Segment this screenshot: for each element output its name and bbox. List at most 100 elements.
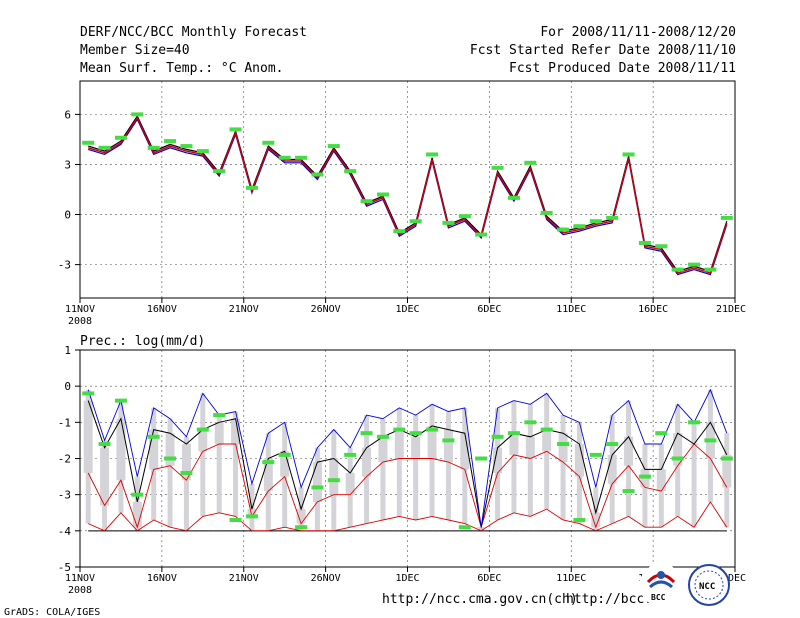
observed-marker: [409, 219, 422, 224]
observed-marker: [344, 169, 357, 174]
member-size: Member Size=40: [80, 43, 190, 58]
member-box: [149, 429, 159, 470]
observed-marker: [376, 434, 389, 439]
observed-marker: [82, 140, 95, 145]
observed-marker: [196, 427, 209, 432]
observed-marker: [491, 165, 504, 170]
x-tick-label: 6DEC: [477, 304, 501, 315]
observed-marker: [458, 214, 471, 219]
member-box: [624, 436, 634, 466]
member-box: [574, 444, 584, 477]
y-tick-label: -3: [58, 489, 71, 502]
member-box: [460, 433, 470, 470]
observed-marker: [720, 215, 733, 220]
observed-marker: [475, 232, 488, 237]
member-box: [247, 509, 257, 517]
start-date: Fcst Started Refer Date 2008/11/10: [469, 43, 736, 58]
observed-marker: [442, 220, 455, 225]
member-range-bar: [527, 404, 533, 517]
url-bcc: http://bcc.c: [566, 592, 660, 607]
y-tick-label: 3: [64, 158, 71, 171]
temp-label: Mean Surf. Temp.: °C Anom.: [80, 61, 284, 76]
y-tick-label: -5: [58, 561, 71, 574]
observed-marker: [360, 431, 373, 436]
observed-marker: [164, 139, 177, 144]
observed-marker: [671, 456, 684, 461]
member-box: [411, 436, 421, 459]
member-range-bar: [478, 527, 484, 531]
observed-marker: [245, 185, 258, 190]
member-box: [263, 458, 273, 492]
observed-marker: [426, 152, 439, 157]
observed-marker: [655, 431, 668, 436]
observed-marker: [262, 460, 275, 465]
observed-marker: [458, 525, 471, 530]
observed-marker: [180, 144, 193, 149]
observed-marker: [114, 135, 127, 140]
member-range-bar: [233, 411, 239, 517]
member-box: [214, 422, 224, 445]
bcc-logo-icon: BCC: [639, 563, 683, 607]
member-box: [427, 425, 437, 459]
observed-marker: [573, 517, 586, 522]
bcc-logo-label: BCC: [651, 593, 666, 602]
member-box: [280, 451, 290, 477]
observed-marker: [426, 427, 439, 432]
x-tick-label: 16DEC: [638, 304, 668, 315]
member-box: [722, 454, 732, 488]
observed-marker: [704, 438, 717, 443]
x-tick-label: 26NOV: [311, 304, 341, 315]
grads-credit: GrADS: COLA/IGES: [4, 607, 100, 618]
member-box: [345, 472, 355, 495]
observed-marker: [622, 489, 635, 494]
member-box: [591, 512, 601, 528]
observed-marker: [295, 155, 308, 160]
observed-marker: [147, 434, 160, 439]
observed-marker: [540, 427, 553, 432]
series-mean-line: [87, 116, 728, 274]
observed-marker: [262, 140, 275, 145]
observed-marker: [229, 127, 242, 132]
x-tick-label: 11DEC: [556, 304, 586, 315]
x-tick-label: 16NOV: [147, 573, 177, 584]
observed-marker: [278, 452, 291, 457]
observed-marker: [229, 517, 242, 522]
observed-marker: [671, 267, 684, 272]
member-box: [509, 433, 519, 455]
observed-marker: [688, 262, 701, 267]
series-upper-line: [87, 388, 728, 528]
y-tick-label: 0: [64, 209, 71, 222]
ncc-logo-label: NCC: [699, 582, 715, 592]
member-box: [673, 433, 683, 466]
member-box: [378, 436, 388, 463]
member-box: [607, 454, 617, 484]
observed-marker: [311, 172, 324, 177]
y-tick-label: -1: [58, 416, 71, 429]
observed-marker: [131, 112, 144, 117]
observed-marker: [606, 442, 619, 447]
observed-marker: [114, 398, 127, 403]
member-range-bar: [691, 422, 697, 528]
y-tick-label: 6: [64, 108, 71, 121]
member-box: [493, 447, 503, 473]
y-tick-label: -4: [58, 525, 72, 538]
x-tick-label: 26NOV: [311, 573, 341, 584]
y-tick-label: 1: [64, 344, 71, 357]
x-tick-label: 11DEC: [556, 573, 586, 584]
observed-marker: [164, 456, 177, 461]
member-box: [443, 429, 453, 463]
observed-marker: [311, 485, 324, 490]
member-range-bar: [429, 404, 435, 517]
observed-marker: [557, 442, 570, 447]
series-upper-line: [88, 114, 728, 273]
observed-marker: [720, 456, 733, 461]
observed-marker: [442, 438, 455, 443]
observed-marker: [655, 244, 668, 249]
observed-marker: [344, 452, 357, 457]
member-box: [83, 400, 93, 473]
url-ncc: http://ncc.cma.gov.cn(ch): [382, 592, 578, 607]
observed-marker: [688, 420, 701, 425]
observed-marker: [475, 456, 488, 461]
